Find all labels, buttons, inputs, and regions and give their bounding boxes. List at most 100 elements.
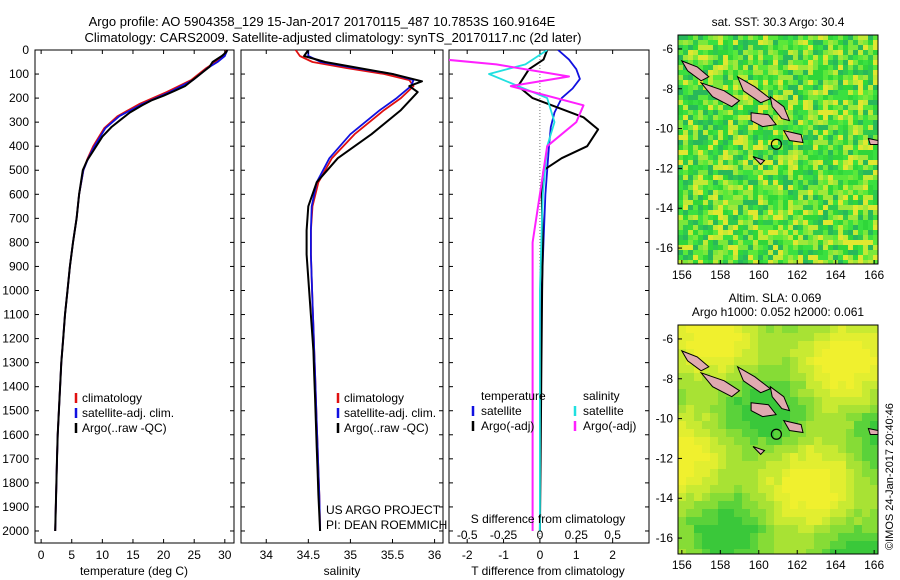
sst-map-cell [683, 155, 688, 160]
sst-map-cell [853, 210, 858, 215]
sst-map-cell [733, 140, 738, 145]
sla-map-xtick-label: 160 [749, 558, 769, 572]
sst-map-cell [838, 175, 843, 180]
sla-map-cell [822, 453, 830, 461]
sst-map-cell [798, 245, 803, 250]
sst-map-cell [858, 135, 863, 140]
sst-map-cell [683, 230, 688, 235]
sla-map-cell [782, 357, 790, 365]
sst-map-cell [833, 235, 838, 240]
sst-map-cell [823, 135, 828, 140]
sst-map-cell [793, 235, 798, 240]
sst-map-cell [788, 140, 793, 145]
temperature-legend-label: Argo(..raw -QC) [82, 421, 167, 435]
sst-map-cell [793, 200, 798, 205]
sla-map-cell [726, 493, 734, 501]
sst-map-cell [748, 60, 753, 65]
sst-map-cell [843, 40, 848, 45]
sst-map-cell [743, 110, 748, 115]
sst-map-cell [778, 195, 783, 200]
sst-map-cell [868, 245, 873, 250]
sla-map-cell [726, 349, 734, 357]
sla-map-cell [806, 485, 814, 493]
sst-map-cell [798, 110, 803, 115]
sst-map-cell [868, 135, 873, 140]
differences-series-1 [517, 50, 600, 532]
sla-map-cell [846, 405, 854, 413]
sla-map-cell [710, 341, 718, 349]
sst-map-cell [703, 120, 708, 125]
sla-map-cell [710, 397, 718, 405]
sst-map-cell [833, 185, 838, 190]
sla-map-cell [798, 517, 806, 525]
sst-map-cell [828, 60, 833, 65]
sla-map-cell [710, 357, 718, 365]
sla-map-cell [790, 541, 798, 549]
sst-map-cell [813, 120, 818, 125]
sst-map-cell [738, 140, 743, 145]
sst-map-cell [678, 170, 683, 175]
sst-map-cell [813, 235, 818, 240]
sst-map-cell [768, 40, 773, 45]
sst-map-cell [813, 165, 818, 170]
sst-map-cell [698, 115, 703, 120]
sst-map-cell [843, 70, 848, 75]
sst-map-cell [723, 180, 728, 185]
sst-map-cell [858, 60, 863, 65]
sla-map-cell [726, 445, 734, 453]
sst-map-cell [853, 70, 858, 75]
sla-map-title: Altim. SLA: 0.069 [729, 291, 822, 305]
sst-map-cell [793, 205, 798, 210]
sst-map-cell [783, 190, 788, 195]
sla-map-cell [830, 381, 838, 389]
sst-map-cell [858, 250, 863, 255]
sst-map-xtick-label: 162 [787, 268, 807, 282]
sst-map-cell [783, 125, 788, 130]
sst-map-cell [698, 170, 703, 175]
sla-map-cell [790, 389, 798, 397]
sst-map-cell [733, 90, 738, 95]
sla-map-cell [718, 525, 726, 533]
sst-map-cell [853, 55, 858, 60]
sla-map-cell [710, 421, 718, 429]
sst-map-cell [788, 100, 793, 105]
sst-map-cell [728, 60, 733, 65]
sla-map-cell [822, 381, 830, 389]
sst-map-cell [788, 80, 793, 85]
sst-map-cell [723, 155, 728, 160]
sst-map-cell [743, 105, 748, 110]
sst-map-cell [678, 80, 683, 85]
sla-map-cell [702, 349, 710, 357]
sla-map-cell [734, 413, 742, 421]
sst-map-cell [808, 60, 813, 65]
sst-map-cell [868, 90, 873, 95]
sla-map-cell [790, 357, 798, 365]
sst-map-cell [748, 160, 753, 165]
sst-map-cell [728, 50, 733, 55]
sst-map-xtick-label: 156 [672, 268, 692, 282]
sst-map-cell [718, 55, 723, 60]
sst-map-cell [778, 180, 783, 185]
sst-map-cell [753, 150, 758, 155]
sla-map-cell [798, 341, 806, 349]
sla-map-cell [726, 501, 734, 509]
sst-map-cell [693, 170, 698, 175]
sst-map-cell [753, 260, 758, 264]
sst-map-cell [808, 205, 813, 210]
sst-map-cell [858, 50, 863, 55]
sst-map-cell [813, 155, 818, 160]
sst-map-cell [833, 215, 838, 220]
sst-map-cell [848, 50, 853, 55]
sla-map-cell [854, 445, 862, 453]
sla-map-cell [774, 453, 782, 461]
sst-map-cell [718, 170, 723, 175]
sst-map-cell [728, 215, 733, 220]
sla-map-cell [694, 485, 702, 493]
sst-map-cell [738, 220, 743, 225]
sst-map-cell [758, 250, 763, 255]
sst-map-cell [753, 200, 758, 205]
sst-map-cell [863, 160, 868, 165]
sla-map-cell [798, 325, 806, 333]
sst-map-cell [758, 150, 763, 155]
sla-map-cell [790, 381, 798, 389]
